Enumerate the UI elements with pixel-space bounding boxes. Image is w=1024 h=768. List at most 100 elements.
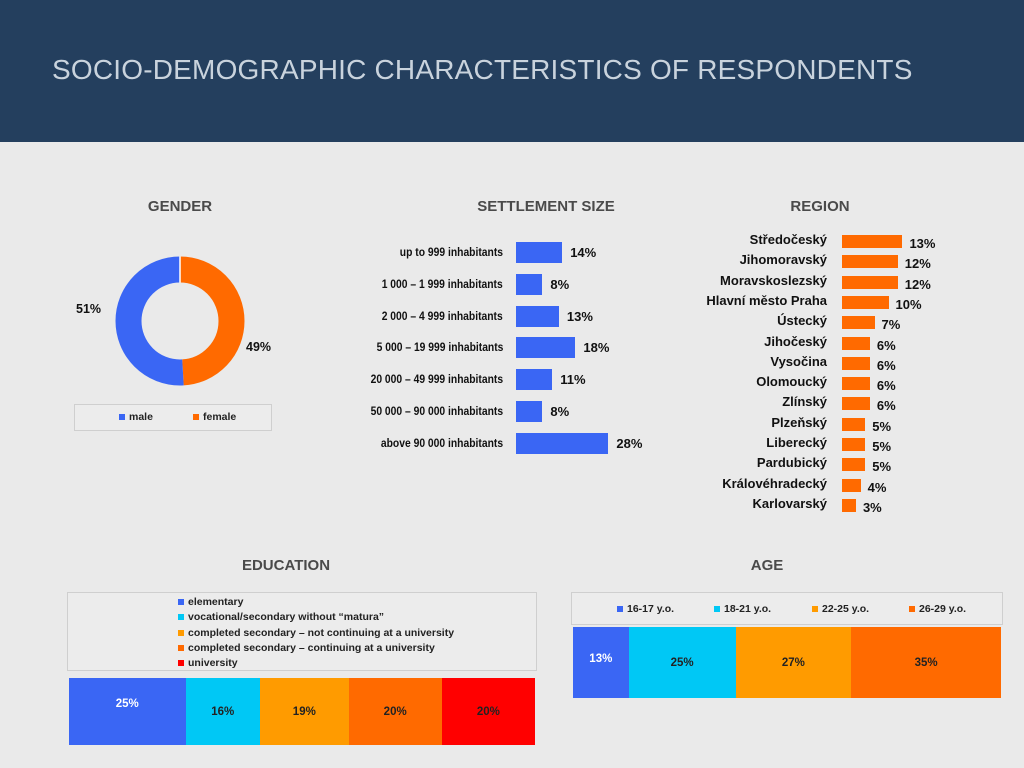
edu-legend-swatch [178, 660, 184, 667]
age-segment: 27% [735, 627, 852, 698]
edu-legend-label: completed secondary – continuing at a un… [188, 641, 435, 654]
region-value: 10% [895, 296, 922, 312]
legend-item-male: male [119, 411, 153, 423]
edu-legend-swatch [178, 614, 184, 621]
edu-legend-label: elementary [188, 596, 244, 608]
edu-segment: 20% [441, 678, 535, 745]
age-title: AGE [750, 557, 784, 574]
age-legend-swatch [812, 606, 818, 612]
age-legend-item: 18-21 y.o. [714, 603, 771, 615]
settlement-label: 20 000 – 49 999 inhabitants [370, 372, 503, 387]
edu-legend-item: university [178, 657, 238, 669]
edu-legend-item: vocational/secondary without “matura” [178, 611, 384, 623]
edu-segment: 19% [260, 678, 349, 745]
edu-segment: 16% [185, 678, 261, 745]
edu-legend-swatch [178, 599, 184, 605]
legend-swatch-female [193, 414, 199, 420]
settlement-label: above 90 000 inhabitants [380, 435, 503, 450]
region-title: REGION [790, 198, 850, 215]
region-bar [842, 397, 870, 411]
region-value: 12% [904, 276, 931, 292]
region-value: 5% [872, 418, 892, 434]
region-label: Jihomoravský [739, 252, 827, 268]
age-legend-label: 22-25 y.o. [822, 603, 870, 615]
edu-legend-item: completed secondary – not continuing at … [178, 627, 454, 639]
settlement-bar [516, 305, 559, 327]
edu-segment: 25% [69, 678, 186, 745]
settlement-bar [516, 432, 609, 454]
page-title: SOCIO-DEMOGRAPHIC CHARACTERISTICS OF RES… [52, 54, 913, 85]
settlement-value: 8% [550, 276, 570, 292]
gender-female-label: 49% [246, 340, 272, 354]
region-bar [842, 478, 861, 492]
gender-legend: male female [74, 404, 272, 431]
edu-legend-label: university [188, 657, 238, 670]
settlement-value: 28% [616, 435, 643, 451]
edu-legend-label: completed secondary – not continuing at … [188, 626, 455, 639]
region-label: Karlovarský [752, 495, 827, 511]
age-legend-swatch [909, 606, 915, 612]
region-value: 3% [862, 499, 882, 515]
region-bar [842, 377, 870, 391]
settlement-bar [516, 273, 543, 295]
gender-title: GENDER [147, 198, 213, 215]
edu-legend-swatch [178, 629, 184, 636]
region-value: 6% [876, 378, 896, 394]
age-legend: 16-17 y.o. 18-21 y.o. 22-25 y.o. 26-29 y.o. [571, 592, 1003, 625]
edu-segment-label: 16% [211, 705, 235, 718]
region-bar [842, 295, 889, 309]
settlement-label: 50 000 – 90 000 inhabitants [370, 404, 503, 418]
legend-label-male: male [129, 411, 153, 423]
edu-segment-label: 25% [115, 697, 139, 710]
region-bar [842, 316, 875, 330]
region-bar [842, 458, 866, 472]
settlement-bar [516, 242, 563, 263]
region-label: Ústecký [777, 313, 827, 329]
settlement-value: 13% [566, 308, 593, 324]
age-legend-label: 16-17 y.o. [627, 603, 675, 615]
region-label: Královéhradecký [722, 475, 827, 491]
settlement-label: up to 999 inhabitants [399, 245, 503, 259]
edu-segment: 20% [348, 678, 442, 745]
settlement-value: 11% [560, 372, 586, 388]
legend-swatch-male [119, 414, 125, 420]
age-segment-label: 27% [781, 656, 805, 669]
region-label: Liberecký [766, 435, 827, 450]
region-label: Moravskoslezský [720, 272, 827, 288]
region-label: Jihočeský [764, 333, 827, 349]
age-legend-item: 16-17 y.o. [617, 603, 674, 615]
edu-legend-item: completed secondary – continuing at a un… [178, 642, 435, 654]
region-value: 5% [872, 439, 892, 454]
region-label: Olomoucký [756, 374, 827, 390]
region-value: 4% [867, 479, 887, 495]
legend-item-female: female [193, 411, 236, 423]
edu-legend-item: elementary [178, 596, 243, 608]
region-value: 6% [876, 398, 896, 414]
region-value: 5% [872, 459, 892, 475]
settlement-label: 1 000 – 1 999 inhabitants [381, 276, 503, 291]
age-segment: 13% [573, 627, 629, 698]
age-segment-label: 35% [914, 656, 938, 669]
age-segment: 35% [851, 627, 1001, 698]
edu-segment-label: 20% [383, 705, 407, 718]
region-value: 6% [876, 337, 896, 353]
age-legend-label: 26-29 y.o. [919, 603, 967, 615]
age-segment: 25% [628, 627, 736, 698]
region-bar [842, 235, 903, 248]
settlement-bar [516, 369, 553, 391]
region-bar [842, 356, 870, 370]
settlement-title: SETTLEMENT SIZE [477, 198, 615, 215]
region-value: 13% [909, 236, 936, 251]
edu-segment-label: 19% [292, 705, 316, 718]
region-label: Hlavní město Praha [706, 292, 827, 308]
age-segment-label: 25% [670, 656, 694, 669]
settlement-value: 18% [583, 340, 610, 356]
region-label: Vysočina [770, 353, 827, 369]
settlement-label: 5 000 – 19 999 inhabitants [376, 340, 503, 355]
region-bar [842, 498, 856, 512]
region-value: 7% [881, 317, 901, 333]
edu-legend-swatch [178, 644, 184, 651]
region-value: 12% [904, 256, 931, 272]
region-bar [842, 417, 866, 431]
education-legend: elementary vocational/secondary without “… [67, 592, 537, 671]
